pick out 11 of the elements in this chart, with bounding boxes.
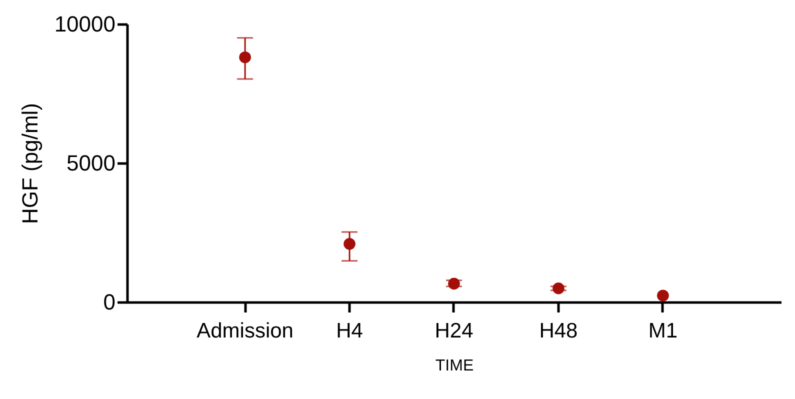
point — [657, 290, 669, 302]
y-axis-title: HGF (pg/ml) — [17, 103, 42, 224]
x-tick-label: M1 — [648, 320, 678, 342]
y-tick-label: 5000 — [66, 150, 116, 176]
y-tick-label: 0 — [103, 290, 116, 314]
y-tick-label: 10000 — [54, 12, 116, 36]
x-axis-title: TIME — [435, 358, 474, 374]
x-tick-label: Admission — [196, 320, 294, 342]
x-tick-label: H24 — [434, 320, 474, 342]
x-tick-label: H4 — [336, 320, 364, 342]
x-tick-label: H48 — [539, 320, 578, 342]
